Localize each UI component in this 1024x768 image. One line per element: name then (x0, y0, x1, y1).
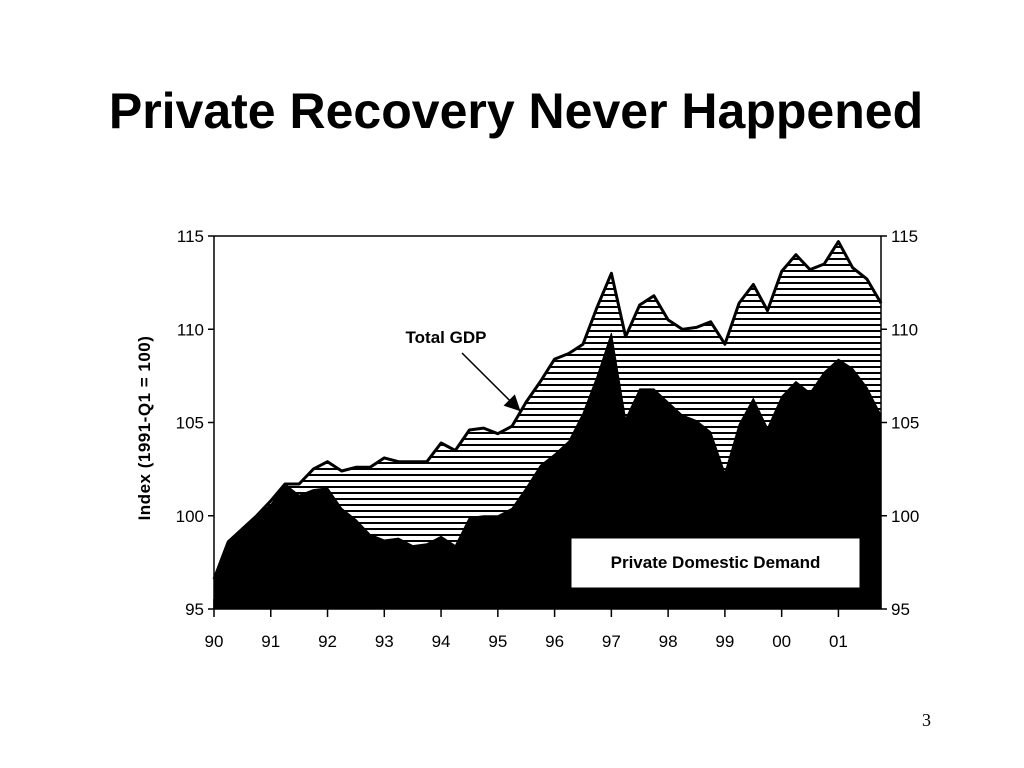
y-tick-label-left: 95 (185, 600, 204, 619)
y-tick-label-right: 105 (891, 414, 919, 433)
x-tick-label: 96 (545, 632, 564, 651)
x-tick-label: 91 (261, 632, 280, 651)
private-demand-label-box (570, 537, 861, 589)
y-tick-label-left: 115 (177, 227, 204, 246)
gdp-line (212, 240, 883, 580)
y-tick-label-left: 110 (177, 320, 204, 339)
x-tick-label: 90 (205, 632, 224, 651)
axis-labels: 95 95 100 100 105 105 110 110 115 115 90 91 92 93 94 95… (135, 227, 919, 651)
annotations: Total GDP Private Domestic Demand (406, 328, 861, 589)
x-tick-label: 95 (488, 632, 507, 651)
private-demand-annotation: Private Domestic Demand (611, 553, 821, 572)
total-gdp-arrow-head (503, 394, 521, 412)
x-tick-label: 01 (829, 632, 848, 651)
y-tick-label-right: 115 (891, 227, 918, 246)
y-tick-label-left: 100 (176, 507, 204, 526)
total-gdp-annotation: Total GDP (406, 328, 487, 347)
x-tick-label: 94 (432, 632, 451, 651)
x-tick-label: 99 (715, 632, 734, 651)
slide-title: Private Recovery Never Happened (108, 83, 924, 139)
x-tick-label: 98 (659, 632, 678, 651)
y-tick-label-right: 110 (891, 320, 918, 339)
y-tick-label-left: 105 (176, 414, 204, 433)
x-tick-label: 92 (318, 632, 337, 651)
y-tick-label-right: 100 (891, 507, 919, 526)
page-number: 3 (922, 710, 931, 730)
x-tick-label: 93 (375, 632, 394, 651)
axes (208, 235, 887, 617)
x-tick-label: 00 (772, 632, 791, 651)
y-tick-label-right: 95 (891, 600, 910, 619)
y-axis-label: Index (1991-Q1 = 100) (135, 336, 154, 521)
x-tick-label: 97 (602, 632, 621, 651)
